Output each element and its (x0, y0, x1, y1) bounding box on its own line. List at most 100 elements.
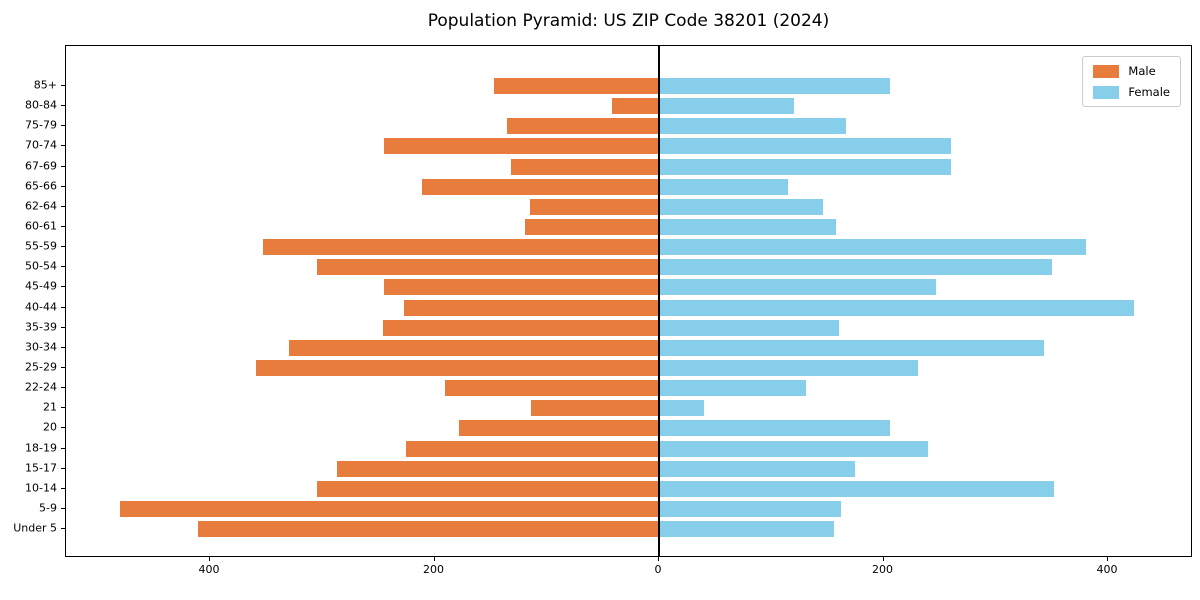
y-tick-label-20: 20 (43, 420, 57, 434)
male-bar-45-49 (383, 279, 659, 296)
bars-container (66, 46, 1191, 556)
female-bar-30-34 (659, 339, 1045, 356)
y-tick-label-21: 21 (43, 400, 57, 414)
male-bar-15-17 (336, 460, 659, 477)
y-tick-label-10-14: 10-14 (25, 481, 57, 495)
y-tick-mark (61, 487, 65, 489)
x-tick-mark (658, 557, 659, 561)
y-tick-label-22-24: 22-24 (25, 380, 57, 394)
female-bar-55-59 (659, 239, 1086, 256)
y-tick-mark (61, 145, 65, 147)
x-tick-mark (209, 557, 210, 561)
female-bar-75-79 (659, 118, 847, 135)
male-bar-21 (531, 400, 659, 417)
female-bar-20 (659, 420, 891, 437)
y-tick-label-25-29: 25-29 (25, 360, 57, 374)
male-bar-22-24 (444, 380, 659, 397)
y-tick-mark (61, 306, 65, 308)
y-tick-mark (61, 326, 65, 328)
female-color-swatch (1093, 85, 1120, 99)
y-tick-mark (61, 367, 65, 369)
chart-title: Population Pyramid: US ZIP Code 38201 (2… (427, 11, 830, 31)
y-tick-mark (61, 387, 65, 389)
y-tick-mark (61, 226, 65, 228)
male-bar-25-29 (256, 360, 659, 377)
male-color-swatch (1093, 64, 1120, 78)
female-bar-67-69 (659, 158, 951, 175)
male-bar-50-54 (316, 259, 659, 276)
male-bar-35-39 (382, 319, 659, 336)
legend-male-label: Male (1128, 64, 1156, 78)
female-bar-22-24 (659, 380, 807, 397)
male-bar-60-61 (525, 219, 659, 236)
x-tick-mark (433, 557, 435, 561)
male-bar-62-64 (529, 198, 659, 215)
female-bar-10-14 (659, 480, 1055, 497)
male-bar-Under 5 (197, 521, 659, 538)
female-bar-85+ (659, 78, 891, 95)
y-tick-mark (61, 185, 65, 187)
female-bar-60-61 (659, 219, 837, 236)
female-bar-25-29 (659, 360, 919, 377)
y-tick-mark (61, 205, 65, 207)
y-tick-mark (61, 467, 65, 469)
x-tick-label-200: 200 (423, 563, 444, 576)
legend-entry-female: Female (1093, 85, 1170, 99)
y-tick-label-Under 5: Under 5 (13, 521, 57, 535)
female-bar-65-66 (659, 178, 789, 195)
male-bar-10-14 (316, 480, 659, 497)
female-bar-Under 5 (659, 521, 835, 538)
female-bar-40-44 (659, 299, 1134, 316)
male-bar-30-34 (288, 339, 659, 356)
female-bar-5-9 (659, 501, 841, 517)
y-tick-label-85+: 85+ (33, 78, 57, 92)
legend: Male Female (1082, 56, 1181, 107)
x-tick-label-200: 200 (872, 563, 893, 576)
male-bar-40-44 (404, 299, 659, 316)
x-tick-mark (882, 557, 884, 561)
y-tick-label-35-39: 35-39 (25, 320, 57, 334)
y-tick-label-30-34: 30-34 (25, 340, 57, 354)
female-bar-70-74 (659, 138, 951, 155)
y-tick-label-5-9: 5-9 (39, 501, 57, 515)
y-tick-mark (61, 85, 65, 87)
y-tick-mark (61, 165, 65, 167)
female-bar-50-54 (659, 259, 1052, 276)
male-bar-70-74 (383, 138, 659, 155)
male-bar-18-19 (406, 440, 659, 457)
male-bar-75-79 (507, 118, 659, 135)
male-bar-67-69 (510, 158, 659, 175)
y-tick-label-80-84: 80-84 (25, 98, 57, 112)
y-tick-mark (61, 105, 65, 107)
x-tick-label-400: 400 (198, 563, 220, 576)
y-tick-label-18-19: 18-19 (25, 441, 57, 455)
y-tick-mark (61, 427, 65, 429)
y-tick-label-65-66: 65-66 (25, 179, 57, 193)
legend-entry-male: Male (1093, 64, 1170, 78)
male-bar-80-84 (611, 98, 659, 115)
male-bar-5-9 (120, 501, 659, 517)
female-bar-45-49 (659, 279, 937, 296)
y-tick-label-45-49: 45-49 (25, 279, 57, 293)
y-tick-label-70-74: 70-74 (25, 138, 57, 152)
y-tick-mark (61, 286, 65, 288)
male-bar-20 (459, 420, 659, 437)
y-tick-mark (61, 266, 65, 268)
female-bar-18-19 (659, 440, 929, 457)
y-tick-mark (61, 447, 65, 449)
male-bar-85+ (493, 78, 659, 95)
y-tick-label-15-17: 15-17 (25, 461, 57, 475)
y-tick-label-40-44: 40-44 (25, 300, 57, 314)
y-tick-mark (61, 508, 65, 509)
female-bar-15-17 (659, 460, 856, 477)
female-bar-35-39 (659, 319, 839, 336)
plot-area: Male Female (65, 45, 1192, 557)
y-tick-mark (61, 346, 65, 348)
male-bar-55-59 (262, 239, 659, 256)
female-bar-80-84 (659, 98, 794, 115)
y-tick-mark (61, 246, 65, 248)
x-tick-label-400: 400 (1096, 563, 1118, 576)
male-bar-65-66 (422, 178, 659, 195)
zero-axis-line (658, 46, 660, 556)
x-tick-mark (1107, 557, 1108, 561)
